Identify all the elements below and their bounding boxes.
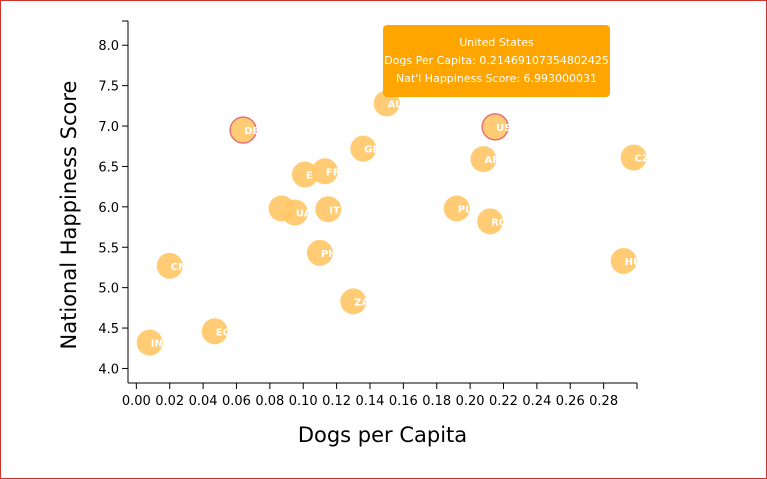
data-point-pl (443, 195, 470, 222)
x-tick-label: 0.08 (255, 394, 284, 409)
y-tick-label: 6.0 (98, 201, 119, 216)
x-tick-label: 0.20 (456, 394, 485, 409)
point-label-in: IN (151, 339, 163, 350)
data-point-ph (306, 239, 333, 266)
x-tick-label: 0.16 (389, 394, 418, 409)
y-tick-label: 5.0 (98, 282, 119, 297)
data-point-it (315, 196, 342, 223)
x-tick-label: 0.02 (155, 394, 184, 409)
point-label-ua: UA (296, 209, 312, 220)
point-label-cz: CZ (635, 154, 650, 165)
data-point-ua (281, 199, 308, 226)
data-point-cn (156, 252, 183, 279)
x-tick-label: 0.14 (356, 394, 385, 409)
data-point-in (136, 329, 163, 356)
x-tick-label: 0.06 (222, 394, 251, 409)
data-point-ro (477, 208, 504, 235)
point-label-it: IT (329, 205, 340, 216)
point-label-pl: PL (458, 204, 472, 215)
tooltip-happiness-score: Nat'l Happiness Score: 6.993000031 (395, 72, 598, 85)
point-label-ar: AR (484, 155, 500, 166)
y-tick-label: 4.5 (98, 322, 119, 337)
y-tick-label: 7.0 (98, 120, 119, 135)
tooltip-dogs-per-capita: Dogs Per Capita: 0.214691073548024​25 (384, 54, 609, 67)
x-tick-label: 0.26 (556, 394, 585, 409)
x-tick-label: 0.04 (189, 394, 218, 409)
point-label-fr: FR (326, 167, 341, 178)
data-point-hu (610, 247, 637, 274)
y-tick-label: 5.5 (98, 241, 119, 256)
data-point-cz (620, 144, 647, 171)
point-label-de: DE (244, 126, 259, 137)
point-label-ro: RO (491, 217, 507, 228)
y-tick-label: 4.0 (98, 362, 119, 377)
point-label-au: AU (388, 99, 404, 110)
data-point-eg (201, 318, 228, 345)
y-tick-label: 6.5 (98, 160, 119, 175)
y-tick-label: 8.0 (98, 39, 119, 54)
point-label-cn: CN (171, 262, 187, 273)
data-point-us (481, 113, 509, 141)
data-point-gb (350, 135, 377, 162)
country-tooltip: United States Dogs Per Capita: 0.2146910… (383, 25, 610, 97)
x-tick-label: 0.24 (522, 394, 551, 409)
point-label-gb: GB (364, 145, 380, 156)
point-label-za: ZA (354, 297, 369, 308)
y-tick-label: 7.5 (98, 80, 119, 95)
x-tick-label: 0.00 (122, 394, 151, 409)
data-point-fr (311, 158, 338, 185)
y-axis-title: National Happiness Score (57, 81, 81, 350)
point-label-ph: PH (321, 249, 337, 260)
x-tick-label: 0.28 (589, 394, 618, 409)
x-tick-label: 0.10 (289, 394, 318, 409)
x-tick-label: 0.12 (322, 394, 351, 409)
data-point-es (291, 161, 318, 188)
data-point-de (229, 116, 257, 144)
tooltip-country: United States (459, 36, 534, 49)
x-tick-label: 0.18 (422, 394, 451, 409)
data-point-ar (470, 146, 497, 173)
x-axis-title: Dogs per Capita (298, 423, 467, 447)
point-label-eg: EG (216, 327, 231, 338)
x-tick-label: 0.22 (489, 394, 518, 409)
point-label-us: US (496, 123, 511, 134)
point-label-hu: HU (625, 257, 642, 268)
data-point-za (340, 288, 367, 315)
